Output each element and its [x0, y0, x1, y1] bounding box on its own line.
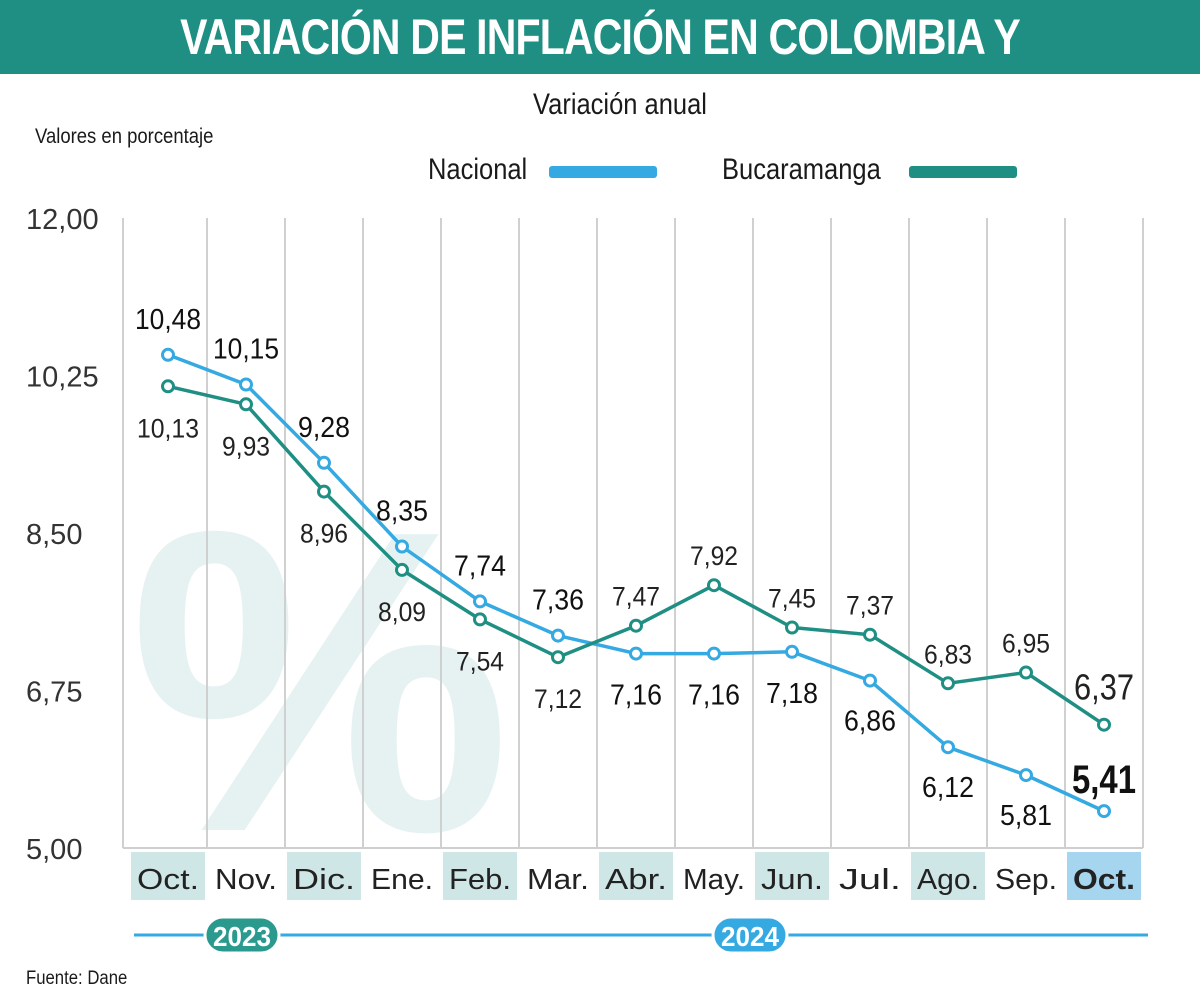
data-label-bucaramanga: 10,13: [137, 413, 199, 443]
data-point-nacional: [395, 539, 409, 554]
data-point-nacional: [863, 673, 877, 688]
data-label-bucaramanga: 7,45: [768, 584, 816, 614]
year-pill: [711, 915, 789, 955]
x-tick-label: Ago.: [917, 864, 979, 896]
y-tick-label: 5,00: [26, 834, 82, 866]
y-tick-label: 10,25: [26, 362, 99, 394]
data-point-bucaramanga: [863, 627, 877, 642]
data-label-nacional: 7,18: [766, 678, 818, 710]
month-band: [287, 852, 361, 900]
x-tick-label: Oct.: [137, 864, 199, 896]
data-label-nacional: 7,36: [532, 585, 584, 617]
data-point-bucaramanga: [629, 618, 643, 633]
legend-label-nacional: Nacional: [428, 153, 528, 186]
data-point-nacional: [785, 644, 799, 659]
month-band: [1067, 852, 1141, 900]
x-tick-label: Oct.: [1073, 864, 1135, 896]
x-tick-label: May.: [683, 864, 745, 896]
legend-swatch-nacional: [549, 166, 657, 178]
legend-swatch-bucaramanga: [909, 166, 1017, 178]
data-label-nacional: 10,15: [213, 334, 279, 366]
data-point-nacional: [941, 740, 955, 755]
data-label-nacional: 8,35: [376, 496, 428, 528]
data-point-nacional: [629, 646, 643, 661]
percent-watermark: %: [129, 442, 511, 922]
data-point-nacional: [239, 377, 253, 392]
data-point-bucaramanga: [473, 612, 487, 627]
data-label-nacional: 7,16: [688, 680, 740, 712]
data-point-bucaramanga: [785, 620, 799, 635]
data-point-bucaramanga: [941, 676, 955, 691]
data-point-bucaramanga: [161, 379, 175, 394]
data-point-nacional: [1019, 768, 1033, 783]
year-pill: [203, 915, 281, 955]
data-label-nacional: 9,28: [298, 412, 350, 444]
data-point-bucaramanga: [551, 650, 565, 665]
x-tick-label: Nov.: [215, 864, 277, 896]
x-tick-label: Ene.: [371, 864, 433, 896]
legend-label-bucaramanga: Bucaramanga: [722, 153, 881, 186]
data-point-nacional: [473, 594, 487, 609]
data-point-nacional: [551, 628, 565, 643]
year-label: 2023: [213, 921, 271, 952]
x-tick-label: Feb.: [449, 864, 511, 896]
x-tick-label: Jun.: [761, 864, 823, 896]
data-label-nacional: 5,81: [1000, 800, 1052, 832]
data-label-nacional: 6,12: [922, 772, 974, 804]
y-axis-units-label: Valores en porcentaje: [35, 125, 214, 148]
data-label-nacional: 7,74: [454, 550, 506, 582]
data-label-nacional: 5,41: [1072, 758, 1136, 802]
year-label: 2024: [721, 921, 779, 952]
data-label-bucaramanga: 9,93: [222, 431, 270, 461]
y-tick-label: 6,75: [26, 677, 82, 709]
x-tick-label: Dic.: [293, 864, 355, 896]
data-label-bucaramanga: 6,37: [1074, 667, 1134, 708]
month-band: [131, 852, 205, 900]
month-band: [599, 852, 673, 900]
data-label-bucaramanga: 8,09: [378, 597, 426, 627]
month-band: [755, 852, 829, 900]
data-label-bucaramanga: 8,96: [300, 519, 348, 549]
data-point-bucaramanga: [1019, 665, 1033, 680]
data-label-nacional: 7,16: [610, 680, 662, 712]
data-point-bucaramanga: [395, 562, 409, 577]
data-label-bucaramanga: 7,37: [846, 591, 894, 621]
month-band: [443, 852, 517, 900]
data-label-bucaramanga: 7,47: [612, 582, 660, 612]
data-label-bucaramanga: 7,92: [690, 541, 738, 571]
y-tick-label: 12,00: [26, 204, 99, 236]
data-point-nacional: [1097, 804, 1111, 819]
x-tick-label: Abr.: [605, 864, 667, 896]
data-label-nacional: 10,48: [135, 304, 201, 336]
data-label-bucaramanga: 7,54: [456, 646, 504, 676]
data-point-bucaramanga: [317, 484, 331, 499]
chart-subtitle: Variación anual: [533, 88, 707, 121]
source-note: Fuente: Dane: [26, 968, 128, 989]
data-label-bucaramanga: 7,12: [534, 684, 582, 714]
month-band: [911, 852, 985, 900]
data-point-nacional: [317, 455, 331, 470]
data-point-bucaramanga: [707, 578, 721, 593]
data-label-bucaramanga: 6,95: [1002, 629, 1050, 659]
data-label-nacional: 6,86: [844, 706, 896, 738]
x-tick-label: Sep.: [995, 864, 1057, 896]
data-point-bucaramanga: [239, 397, 253, 412]
data-point-nacional: [707, 646, 721, 661]
data-point-nacional: [161, 347, 175, 362]
title-banner: [0, 0, 1200, 74]
x-tick-label: Jul.: [839, 864, 901, 896]
x-tick-label: Mar.: [527, 864, 589, 896]
y-tick-label: 8,50: [26, 519, 82, 551]
data-point-bucaramanga: [1097, 717, 1111, 732]
data-label-bucaramanga: 6,83: [924, 639, 972, 669]
chart-title: VARIACIÓN DE INFLACIÓN EN COLOMBIA Y BUC…: [180, 9, 1021, 139]
